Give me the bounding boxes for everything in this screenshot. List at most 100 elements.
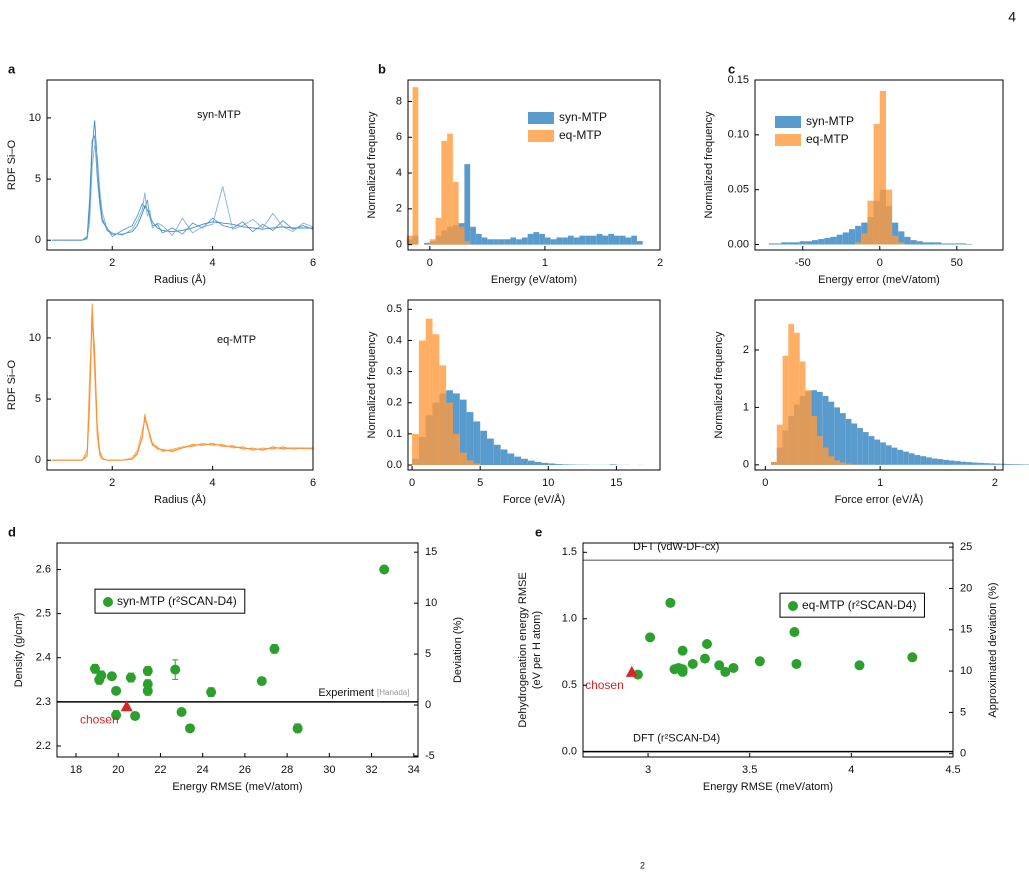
caption-fragment: 2 (640, 860, 645, 870)
histogram-bar (555, 464, 562, 466)
histogram-bar (561, 464, 569, 466)
chosen-label: chosen (585, 678, 624, 692)
legend-swatch (775, 134, 801, 146)
histogram-bar (885, 189, 893, 245)
histogram-bar (903, 451, 909, 465)
x-tick-label: 10 (542, 477, 554, 489)
histogram-bar (892, 235, 899, 245)
y-axis-label: Normalized frequency (713, 331, 725, 438)
histogram-bar (828, 401, 835, 465)
histogram-bar (943, 459, 950, 465)
histogram-bar (562, 237, 568, 245)
x-tick-label: 28 (281, 764, 293, 776)
y2-tick-label: 0 (960, 748, 966, 760)
y-tick-label: 2.5 (36, 608, 51, 620)
histogram-bar (602, 235, 609, 245)
legend: syn-MTP eq-MTP (775, 114, 854, 146)
x-tick-label: 24 (197, 764, 209, 776)
histogram-bar (527, 233, 534, 245)
chart-panel: a 2 4 6 0 5 10 Radius (Å) RDF Si–O syn-MTP (6, 61, 316, 285)
histogram-bar (811, 240, 819, 245)
x-tick-label: 4 (210, 257, 216, 269)
chosen-marker (625, 665, 638, 677)
y-tick-label: 0.2 (387, 397, 402, 409)
histogram-bar (541, 462, 549, 466)
chart-panel: d Experiment [Hanada] chosen 18 20 22 24 26 28 30 3… (8, 524, 464, 792)
histogram-bar (862, 432, 869, 465)
data-point (632, 669, 643, 680)
legend: syn-MTP eq-MTP (528, 110, 607, 142)
legend-label: eq-MTP (806, 132, 849, 146)
plot-frame (582, 542, 954, 758)
histogram-bar (920, 456, 927, 465)
x-axis-label: Energy error (meV/atom) (818, 274, 940, 286)
x-axis-label: Energy RMSE (meV/atom) (172, 781, 302, 793)
histogram-bar (521, 458, 528, 466)
data-point (789, 627, 800, 638)
histogram-bar (500, 449, 508, 466)
histogram-bar (585, 235, 591, 245)
x-tick-label: 4 (210, 477, 216, 489)
y-tick-label: 0.4 (387, 334, 402, 346)
histogram-bar (573, 237, 580, 245)
chosen-label: chosen (80, 712, 119, 726)
x-tick-label: 50 (951, 257, 963, 269)
histogram-bar (533, 232, 540, 245)
data-point (677, 645, 688, 656)
histogram-bar (885, 445, 892, 465)
y-tick-label: 0.00 (728, 238, 749, 250)
legend: eq-MTP (r²SCAN-D4) (779, 592, 925, 618)
histogram-bar (625, 237, 632, 245)
y-tick-label: 4 (396, 167, 402, 179)
x-tick-label: 2 (109, 477, 115, 489)
x-axis-label: Energy (eV/atom) (491, 274, 577, 286)
y-tick-label: 1.5 (562, 546, 577, 558)
y-axis-label: Normalized frequency (366, 331, 378, 438)
histogram-bar (873, 123, 880, 245)
histogram-bar (947, 243, 954, 245)
y-tick-label: 0 (35, 234, 41, 246)
histogram-bar (891, 447, 898, 465)
y-tick-label: 0.3 (387, 366, 402, 378)
legend-marker (103, 597, 113, 607)
x-tick-label: 3 (645, 764, 651, 776)
data-point (379, 564, 390, 575)
histogram-bar (822, 447, 829, 465)
legend-frame (779, 592, 925, 618)
histogram-bar (548, 463, 556, 466)
data-point (907, 652, 918, 663)
histogram-bar (855, 225, 862, 245)
histogram-bar (855, 242, 862, 245)
legend-label: eq-MTP (559, 128, 602, 142)
histogram-bar (989, 463, 995, 465)
histogram-bar (879, 90, 886, 245)
histogram-bar (874, 439, 881, 465)
histogram-bar (775, 243, 782, 245)
histogram-bar (977, 462, 984, 465)
histogram-bar (1000, 463, 1007, 465)
histogram-bar (857, 428, 863, 465)
x-tick-label: 1 (877, 477, 883, 489)
histogram-bar (412, 87, 419, 245)
histogram-bar (464, 241, 471, 245)
histogram-bar (914, 455, 921, 465)
histogram-bar (406, 235, 413, 245)
histogram-bar (424, 242, 430, 245)
histogram-bar (487, 438, 494, 466)
histogram-bar (539, 233, 545, 245)
data-point (176, 706, 187, 717)
histogram-bar (822, 395, 829, 465)
data-point (645, 632, 656, 643)
histogram-bar (994, 463, 1001, 465)
histogram-bar (493, 239, 499, 245)
plot-frame (754, 79, 1004, 251)
histogram-bar (824, 237, 831, 245)
histogram-bar (498, 239, 505, 245)
histogram-bar (631, 235, 637, 245)
histogram-bar (830, 236, 837, 245)
data-point (142, 665, 153, 676)
data-point (269, 643, 280, 654)
histogram-bar (922, 242, 930, 245)
histogram-bar (412, 433, 419, 466)
histogram-bar (470, 226, 476, 245)
